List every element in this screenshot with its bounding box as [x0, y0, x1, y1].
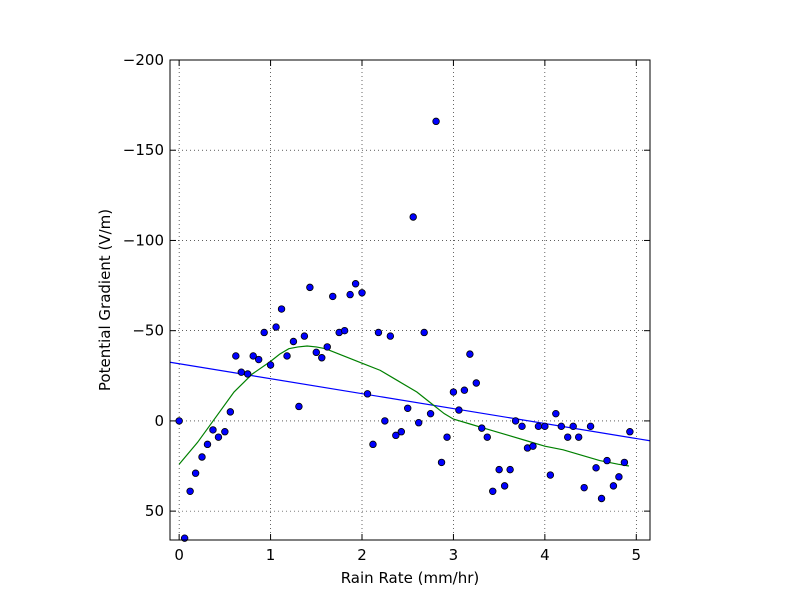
data-point — [266, 361, 275, 369]
data-point — [432, 117, 440, 126]
y-tick-label: −150 — [123, 141, 164, 159]
data-point — [198, 453, 206, 461]
data-point — [318, 354, 326, 362]
data-point — [312, 348, 320, 357]
data-point — [397, 428, 406, 436]
data-point — [214, 433, 223, 441]
data-point — [552, 409, 560, 418]
data-point — [289, 337, 298, 346]
data-point — [226, 408, 235, 416]
data-point — [495, 465, 503, 474]
data-point — [283, 352, 291, 360]
data-point — [580, 483, 588, 492]
data-point — [351, 280, 360, 288]
data-point — [500, 482, 509, 490]
data-point — [609, 482, 618, 490]
data-point — [386, 332, 395, 340]
y-tick-label: −50 — [132, 322, 164, 340]
data-point — [569, 422, 577, 431]
data-point — [323, 343, 331, 351]
data-point — [472, 379, 480, 387]
data-point — [483, 433, 491, 441]
data-point — [272, 323, 280, 331]
data-point — [295, 402, 303, 411]
data-point — [369, 440, 377, 449]
data-point — [557, 422, 566, 431]
data-point — [203, 440, 212, 449]
data-point — [260, 328, 268, 337]
data-point — [603, 456, 611, 465]
axes: 0 1 2 3 4 5 −200 −150 −100 −50 0 50 — [123, 51, 650, 564]
data-point — [358, 289, 366, 297]
data-point — [209, 426, 217, 434]
y-tick-label: −100 — [123, 231, 164, 249]
y-axis-label: Potential Gradient (V/m) — [96, 209, 114, 391]
data-point — [175, 417, 183, 425]
data-point — [511, 417, 520, 425]
data-point — [277, 305, 286, 313]
data-point — [191, 469, 200, 477]
data-point — [518, 422, 526, 431]
x-tick-label: 2 — [357, 546, 367, 564]
data-point — [541, 422, 549, 431]
plot-area — [170, 60, 650, 540]
data-point — [244, 370, 252, 378]
data-point — [506, 465, 514, 474]
data-point — [404, 404, 412, 412]
data-point — [237, 368, 246, 376]
data-point — [392, 431, 400, 440]
data-point — [592, 464, 600, 472]
data-point — [437, 458, 446, 467]
x-tick-label: 3 — [449, 546, 459, 564]
x-tick-label: 0 — [174, 546, 184, 564]
grid — [170, 59, 650, 540]
data-point — [466, 350, 474, 358]
data-point — [232, 352, 240, 360]
data-point — [409, 213, 417, 221]
data-point — [460, 386, 469, 394]
data-point — [455, 406, 463, 414]
data-point — [546, 471, 555, 479]
y-tick-label: 50 — [145, 502, 164, 520]
data-layer — [170, 117, 650, 542]
data-point — [186, 487, 194, 495]
data-point — [374, 328, 383, 337]
data-point — [420, 328, 428, 337]
data-point — [300, 332, 309, 340]
data-point — [346, 290, 354, 299]
data-point — [329, 292, 337, 301]
data-point — [574, 433, 583, 441]
plot-frame — [169, 59, 651, 541]
data-point — [586, 422, 595, 431]
data-point — [534, 422, 543, 431]
data-point — [363, 390, 372, 398]
data-point — [489, 487, 497, 495]
data-point — [254, 355, 263, 364]
data-point — [564, 433, 572, 441]
data-point — [180, 534, 189, 542]
x-axis-label: Rain Rate (mm/hr) — [341, 569, 480, 587]
data-point — [620, 458, 629, 467]
y-tick-label: −200 — [123, 51, 164, 69]
data-point — [529, 442, 537, 450]
data-point — [615, 473, 623, 481]
data-point — [626, 428, 634, 436]
data-point — [443, 433, 451, 441]
data-point — [381, 417, 389, 425]
x-tick-label: 5 — [632, 546, 642, 564]
y-tick-label: 0 — [154, 412, 164, 430]
data-point — [340, 326, 349, 335]
data-point — [306, 283, 314, 292]
x-tick-label: 4 — [540, 546, 550, 564]
data-point — [414, 419, 423, 427]
data-point — [249, 352, 257, 360]
data-point — [221, 428, 229, 436]
data-point — [426, 409, 435, 418]
data-point — [478, 424, 486, 432]
data-point — [449, 388, 458, 396]
data-point — [597, 494, 606, 503]
x-tick-label: 1 — [266, 546, 276, 564]
